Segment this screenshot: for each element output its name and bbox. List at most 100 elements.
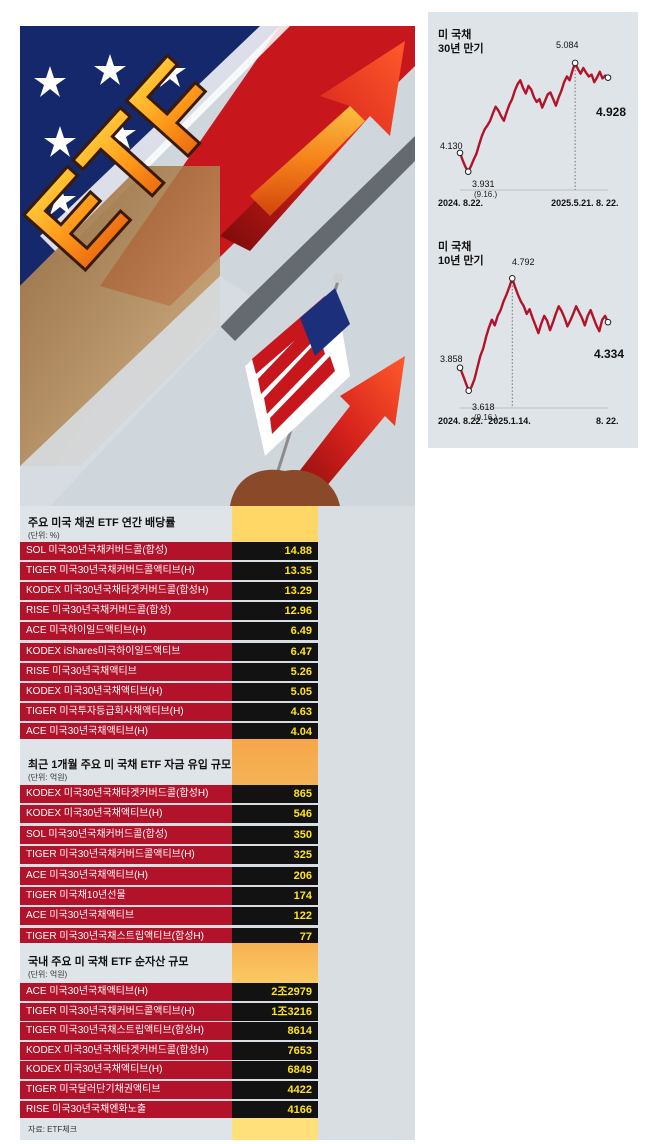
section2-header-bg — [20, 739, 232, 785]
table-row: TIGER 미국30년국채스트립액티브(합성H) 8614 — [20, 1022, 318, 1041]
etf-value: 1조3216 — [232, 1002, 318, 1021]
hero-illustration: ETF — [20, 26, 415, 506]
etf-name: ACE 미국30년국채액티브(H) — [20, 866, 232, 885]
annotation-marker — [508, 275, 516, 282]
us-flag — [245, 288, 350, 456]
chart2-svg: 3.858 3.618(9.16.) 4.792 4.334 2024. 8.22. 20… — [438, 257, 624, 426]
table-row: KODEX iShares미국하이일드액티브 6.47 — [20, 642, 318, 661]
etf-value: 865 — [232, 785, 318, 803]
etf-name: ACE 미국하이일드액티브(H) — [20, 622, 232, 641]
table-row: ACE 미국30년국채액티브(H) 4.04 — [20, 722, 318, 741]
annotation-date: (9.16.) — [474, 190, 497, 199]
etf-name: TIGER 미국달러단기채권액티브 — [20, 1081, 232, 1099]
etf-name: TIGER 미국30년국채커버드콜액티브(H) — [20, 562, 232, 581]
etf-value: 6.49 — [232, 622, 318, 641]
x-tick-label: 2024. 8.22. — [438, 416, 483, 426]
source-bg — [20, 1118, 232, 1140]
etf-name: KODEX 미국30년국채액티브(H) — [20, 1061, 232, 1080]
annotation-label: 3.931 — [472, 179, 495, 189]
annotation-label: 5.084 — [556, 40, 579, 50]
table-row: TIGER 미국30년국채스트립액티브(합성H) 77 — [20, 927, 318, 946]
annotation-marker — [604, 74, 612, 81]
chart2-title-line1: 미 국채 — [438, 241, 472, 253]
table-row: KODEX 미국30년국채타겟커버드콜(합성H) 865 — [20, 785, 318, 803]
etf-name: KODEX 미국30년국채액티브(H) — [20, 682, 232, 701]
chart2-title: 미 국채 10년 만기 — [438, 240, 484, 268]
etf-name: TIGER 미국30년국채스트립액티브(합성H) — [20, 927, 232, 946]
table-row: TIGER 미국채10년선물 174 — [20, 887, 318, 905]
etf-value: 350 — [232, 825, 318, 844]
table-row: SOL 미국30년국채커버드콜(합성) 350 — [20, 825, 318, 844]
etf-value: 325 — [232, 846, 318, 865]
annotation-label: 4.334 — [594, 347, 624, 361]
table-row: TIGER 미국30년국채커버드콜액티브(H) 325 — [20, 846, 318, 865]
etf-value: 206 — [232, 866, 318, 885]
section3-unit: (단위: 억원) — [28, 970, 68, 979]
annotation-marker — [571, 59, 579, 67]
x-tick-label: 8. 22. — [596, 416, 619, 426]
etf-name: TIGER 미국30년국채커버드콜액티브(H) — [20, 846, 232, 865]
table-row: TIGER 미국달러단기채권액티브 4422 — [20, 1081, 318, 1099]
table-row: KODEX 미국30년국채액티브(H) 5.05 — [20, 682, 318, 701]
table-row: ACE 미국30년국채액티브(H) 206 — [20, 866, 318, 885]
etf-name: TIGER 미국투자등급회사채액티브(H) — [20, 702, 232, 721]
section1-header-bg — [20, 506, 232, 542]
annotation-marker — [464, 168, 472, 175]
etf-value: 13.29 — [232, 582, 318, 601]
hero-artwork: ETF — [20, 26, 415, 506]
bond-yield-chart-panel: 미 국채 30년 만기 4.130 3.931 (9.16.) 5.084 4.928 2… — [428, 12, 638, 448]
annotation-marker — [465, 387, 473, 395]
section1-header-accent — [232, 506, 318, 542]
source-accent — [232, 1118, 318, 1140]
etf-name: KODEX 미국30년국채타겟커버드콜(합성H) — [20, 1041, 232, 1060]
table-row: KODEX 미국30년국채액티브(H) 546 — [20, 805, 318, 824]
etf-name: KODEX 미국30년국채액티브(H) — [20, 805, 232, 824]
section2-title: 최근 1개월 주요 미 국채 ETF 자금 유입 규모 — [28, 759, 232, 771]
x-tick-label: 8. 22. — [596, 198, 619, 208]
etf-value: 7653 — [232, 1041, 318, 1060]
etf-name: TIGER 미국30년국채커버드콜액티브(H) — [20, 1002, 232, 1021]
section3-header-bg — [20, 943, 232, 983]
etf-value: 4422 — [232, 1081, 318, 1099]
etf-value: 546 — [232, 805, 318, 824]
source-note: 자료: ETF체크 — [28, 1125, 77, 1134]
table-row: KODEX 미국30년국채타겟커버드콜(합성H) 13.29 — [20, 582, 318, 601]
etf-name: SOL 미국30년국채커버드콜(합성) — [20, 542, 232, 560]
etf-value: 2조2979 — [232, 983, 318, 1001]
etf-value: 77 — [232, 927, 318, 946]
etf-name: RISE 미국30년국채커버드콜(합성) — [20, 602, 232, 621]
table-row: TIGER 미국투자등급회사채액티브(H) 4.63 — [20, 702, 318, 721]
annotation-marker — [456, 364, 464, 372]
table-row: RISE 미국30년국채액티브 5.26 — [20, 662, 318, 681]
table-row: KODEX 미국30년국채액티브(H) 6849 — [20, 1061, 318, 1080]
section3-header-accent — [232, 943, 318, 983]
etf-value: 6849 — [232, 1061, 318, 1080]
table-row: RISE 미국30년국채커버드콜(합성) 12.96 — [20, 602, 318, 621]
etf-name: RISE 미국30년국채엔화노출 — [20, 1100, 232, 1119]
chart1-svg: 4.130 3.931(9.16.) 5.084 4.928 2024. 8.22. 20… — [438, 40, 626, 208]
section2-header-accent — [232, 739, 318, 785]
etf-value: 5.26 — [232, 662, 318, 681]
annotation-label: 4.130 — [440, 141, 463, 151]
table-row: TIGER 미국30년국채커버드콜액티브(H) 13.35 — [20, 562, 318, 581]
etf-value: 4.63 — [232, 702, 318, 721]
etf-name: SOL 미국30년국채커버드콜(합성) — [20, 825, 232, 844]
etf-value: 14.88 — [232, 542, 318, 560]
x-tick-label: 2024. 8.22. — [438, 198, 483, 208]
annotation-label: 3.858 — [440, 354, 463, 364]
etf-value: 5.05 — [232, 682, 318, 701]
etf-value: 174 — [232, 887, 318, 905]
etf-name: RISE 미국30년국채액티브 — [20, 662, 232, 681]
section3-title: 국내 주요 미 국채 ETF 순자산 규모 — [28, 956, 189, 968]
x-tick-label: 2025.5.21. — [551, 198, 594, 208]
etf-value: 12.96 — [232, 602, 318, 621]
annotation-date: (9.16.) — [474, 413, 497, 422]
table-row: ACE 미국하이일드액티브(H) 6.49 — [20, 622, 318, 641]
stars — [34, 54, 186, 215]
annotation-marker — [456, 149, 464, 157]
etf-name: KODEX iShares미국하이일드액티브 — [20, 642, 232, 661]
annotation-label: 4.792 — [512, 257, 535, 267]
table-row: ACE 미국30년국채액티브(H) 2조2979 — [20, 983, 318, 1001]
chart1-title: 미 국채 30년 만기 — [438, 28, 484, 56]
section1-unit: (단위: %) — [28, 531, 60, 540]
